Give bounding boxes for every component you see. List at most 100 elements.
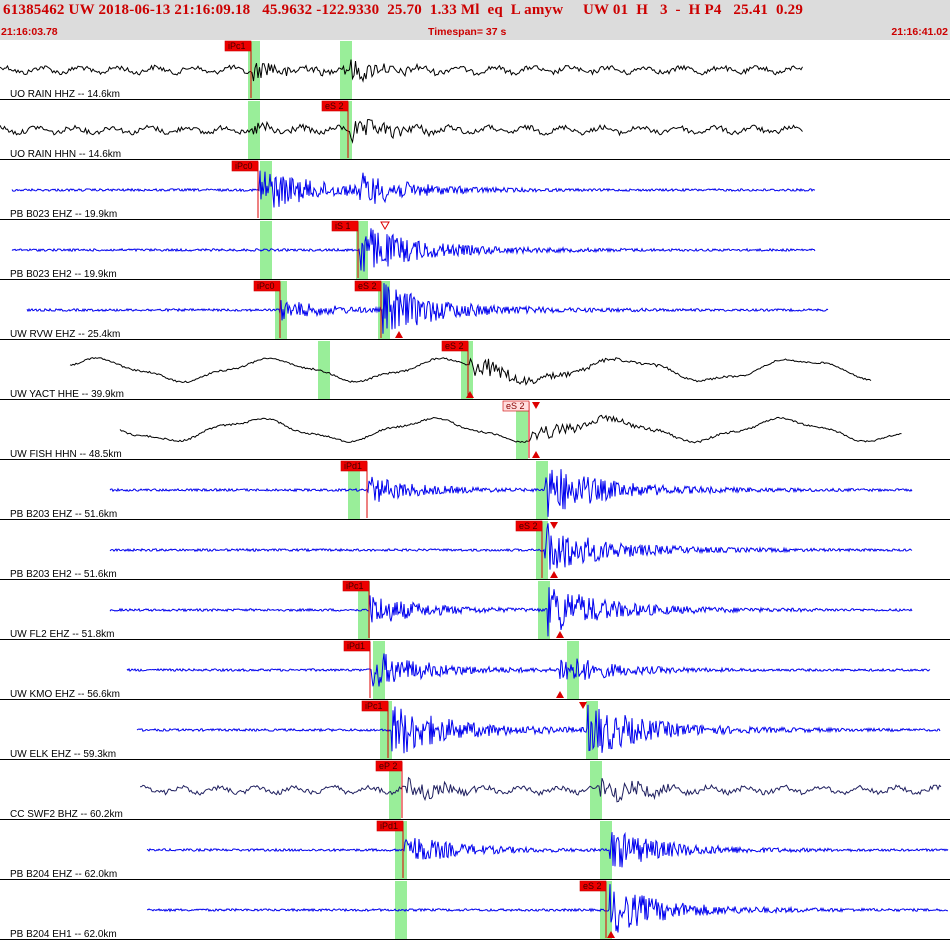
pick-label: iPc1 [365, 701, 383, 711]
pick-label: iPd1 [347, 641, 365, 651]
pick-label: iPc0 [257, 281, 275, 291]
trace-panel[interactable]: eS 2 PB B204 EH1 -- 62.0km [0, 880, 950, 940]
station-label: PB B203 EH2 -- 51.6km [10, 569, 117, 580]
pick-label-box[interactable] [331, 220, 359, 232]
pick-label-box[interactable] [343, 640, 371, 652]
polarity-marker [607, 931, 615, 938]
pick-label: eS 2 [358, 281, 377, 291]
polarity-marker [532, 451, 540, 458]
trace-panel[interactable]: eS 2 UW FISH HHN -- 48.5km [0, 400, 950, 460]
waveform-trace [119, 414, 902, 444]
polarity-marker [556, 631, 564, 638]
arrival-window [590, 761, 602, 819]
trace-panel[interactable]: iPd1 PB B204 EHZ -- 62.0km [0, 820, 950, 880]
station-label: UW YACT HHE -- 39.9km [10, 389, 124, 400]
polarity-marker [380, 221, 390, 231]
pick-label-box[interactable] [340, 460, 368, 472]
pick-label: eP 2 [379, 761, 397, 771]
pick-label: iPd1 [344, 461, 362, 471]
trace-panel[interactable]: iPc1 UO RAIN HHZ -- 14.6km [0, 40, 950, 100]
pick-label-box[interactable] [354, 280, 382, 292]
arrival-window [318, 341, 330, 399]
pick-label-box[interactable] [224, 40, 252, 52]
polarity-marker [550, 571, 558, 578]
pick-label-box[interactable] [441, 340, 469, 352]
waveform-trace [69, 357, 872, 386]
trace-panel[interactable]: iS 1 PB B023 EH2 -- 19.9km [0, 220, 950, 280]
pick-label-box[interactable] [321, 100, 349, 112]
pick-label: iS 1 [335, 221, 351, 231]
pick-label-box[interactable] [502, 400, 530, 412]
pick-label-box[interactable] [579, 880, 607, 892]
polarity-marker [466, 391, 474, 398]
arrival-window [516, 401, 528, 459]
waveform-trace [109, 587, 913, 637]
station-label: PB B203 EHZ -- 51.6km [10, 509, 117, 520]
end-time-label: 21:16:41.02 [891, 26, 948, 38]
pick-label-box[interactable] [376, 820, 404, 832]
arrival-window [260, 221, 272, 279]
polarity-marker [550, 522, 558, 529]
station-label: CC SWF2 BHZ -- 60.2km [10, 809, 123, 820]
trace-panel[interactable]: eS 2 UW YACT HHE -- 39.9km [0, 340, 950, 400]
pick-label: iPc1 [346, 581, 364, 591]
arrival-window [600, 821, 612, 879]
station-label: UW ELK EHZ -- 59.3km [10, 749, 116, 760]
trace-panel[interactable]: iPc1 UW ELK EHZ -- 59.3km [0, 700, 950, 760]
polarity-marker [532, 402, 540, 409]
pick-label-box[interactable] [361, 700, 389, 712]
waveform-trace [126, 653, 931, 687]
trace-panel[interactable]: iPd1 PB B203 EHZ -- 51.6km [0, 460, 950, 520]
trace-panel[interactable]: eS 2 UO RAIN HHN -- 14.6km [0, 100, 950, 160]
pick-label-box[interactable] [515, 520, 543, 532]
pick-label: eS 2 [506, 401, 525, 411]
waveform-trace [147, 884, 949, 933]
station-label: UW RVW EHZ -- 25.4km [10, 329, 120, 340]
pick-label: eS 2 [519, 521, 538, 531]
arrival-window [389, 761, 401, 819]
waveform-trace [136, 704, 941, 754]
waveform-trace [146, 831, 949, 868]
waveform-trace [109, 523, 913, 570]
polarity-marker [579, 702, 587, 709]
waveform-trace [11, 170, 816, 208]
station-label: UW KMO EHZ -- 56.6km [10, 689, 120, 700]
waveform-trace [0, 59, 803, 83]
waveform-trace [26, 283, 829, 334]
polarity-marker [395, 331, 403, 338]
station-label: UW FL2 EHZ -- 51.8km [10, 629, 114, 640]
timespan-label: Timespan= 37 s [428, 26, 507, 38]
trace-panel[interactable]: iPd1 UW KMO EHZ -- 56.6km [0, 640, 950, 700]
event-header: 61385462 UW 2018-06-13 21:16:09.18 45.96… [0, 0, 950, 40]
trace-panel[interactable]: iPc0 eS 2 UW RVW EHZ -- 25.4km [0, 280, 950, 340]
station-label: UW FISH HHN -- 48.5km [10, 449, 122, 460]
polarity-marker [556, 691, 564, 698]
event-summary-line: 61385462 UW 2018-06-13 21:16:09.18 45.96… [3, 2, 804, 18]
station-label: PB B204 EHZ -- 62.0km [10, 869, 117, 880]
pick-label: eS 2 [445, 341, 464, 351]
waveform-trace [0, 118, 803, 144]
pick-label: eS 2 [583, 881, 602, 891]
trace-panel[interactable]: iPc0 PB B023 EHZ -- 19.9km [0, 160, 950, 220]
station-label: PB B023 EH2 -- 19.9km [10, 269, 117, 280]
pick-label: eS 2 [325, 101, 344, 111]
station-label: PB B023 EHZ -- 19.9km [10, 209, 117, 220]
trace-panel[interactable]: eP 2 CC SWF2 BHZ -- 60.2km [0, 760, 950, 820]
trace-panel[interactable]: eS 2 PB B203 EH2 -- 51.6km [0, 520, 950, 580]
pick-label-box[interactable] [253, 280, 281, 292]
seismogram-panel-stack[interactable]: iPc1 UO RAIN HHZ -- 14.6km eS 2 UO RAIN HHN… [0, 40, 950, 940]
arrival-window [461, 341, 473, 399]
pick-label-box[interactable] [342, 580, 370, 592]
waveform-trace [109, 469, 913, 517]
trace-panel[interactable]: iPc1 UW FL2 EHZ -- 51.8km [0, 580, 950, 640]
waveform-trace [139, 776, 942, 803]
pick-label-box[interactable] [375, 760, 403, 772]
waveform-trace [11, 228, 816, 272]
pick-label: iPc0 [235, 161, 253, 171]
start-time-label: 21:16:03.78 [1, 26, 58, 38]
pick-label: iPd1 [380, 821, 398, 831]
arrival-window [373, 641, 385, 699]
pick-label: iPc1 [228, 41, 246, 51]
pick-label-box[interactable] [231, 160, 259, 172]
station-label: UO RAIN HHN -- 14.6km [10, 149, 121, 160]
